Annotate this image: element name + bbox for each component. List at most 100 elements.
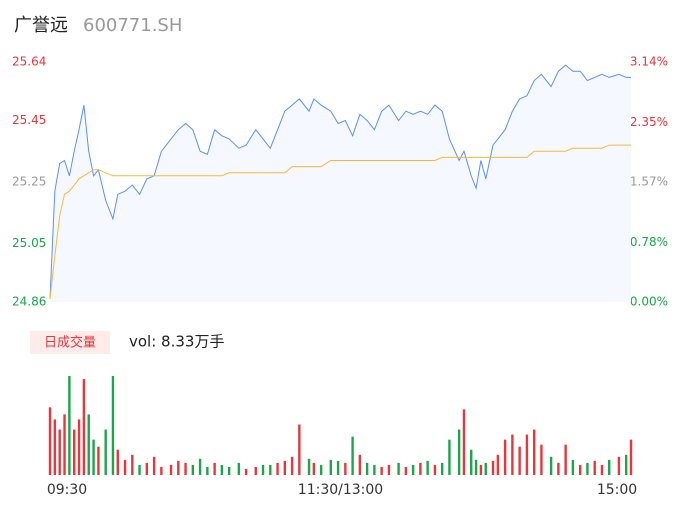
- volume-bar: [380, 466, 383, 475]
- x-tick-label: 11:30/13:00: [298, 482, 383, 498]
- volume-bar: [629, 439, 633, 475]
- volume-bar: [440, 462, 444, 475]
- volume-bar: [474, 459, 478, 475]
- stock-code: 600771.SH: [83, 15, 182, 36]
- volume-tag-bg: [30, 331, 110, 354]
- x-tick-label: 09:30: [47, 482, 87, 498]
- volume-bar: [624, 454, 628, 475]
- volume-bar: [254, 466, 257, 475]
- volume-bar: [237, 462, 241, 475]
- volume-bar: [298, 424, 301, 475]
- volume-bar: [276, 462, 279, 475]
- volume-bar: [419, 462, 422, 475]
- volume-bar: [73, 429, 76, 475]
- volume-bar: [92, 439, 95, 475]
- volume-bar: [608, 459, 611, 475]
- price-line: [49, 64, 631, 299]
- average-line: [49, 144, 631, 299]
- volume-bar: [491, 460, 495, 475]
- volume-bar: [191, 464, 195, 475]
- volume-bar: [104, 429, 107, 475]
- volume-bar: [564, 444, 567, 475]
- volume-bar: [261, 464, 265, 475]
- volume-bar: [336, 460, 340, 475]
- volume-bar: [244, 468, 248, 475]
- x-tick-label: 15:00: [597, 482, 637, 498]
- y-tick-label: 25.45: [12, 113, 46, 127]
- y2-tick-label: 2.35%: [630, 115, 668, 129]
- volume-bar: [397, 462, 400, 475]
- volume-bar: [503, 439, 507, 475]
- volume-bar: [586, 462, 589, 475]
- volume-bar: [63, 414, 66, 475]
- volume-bar: [518, 446, 521, 475]
- volume-bar: [532, 429, 536, 475]
- volume-bar: [227, 466, 231, 475]
- volume-bar: [365, 462, 369, 475]
- y2-tick-label: 3.14%: [630, 55, 668, 69]
- y2-tick-label: 0.78%: [630, 235, 668, 249]
- price-area: [50, 65, 631, 302]
- volume-bar: [600, 464, 604, 475]
- y2-tick-label: 1.57%: [630, 175, 668, 189]
- volume-bar: [53, 419, 57, 475]
- volume-bar: [77, 419, 81, 475]
- volume-bar: [525, 434, 529, 475]
- volume-bar: [479, 464, 483, 475]
- volume-bar: [571, 459, 575, 475]
- volume-bar: [307, 458, 311, 475]
- volume-bar: [123, 459, 127, 475]
- volume-bar: [169, 464, 173, 475]
- volume-bar: [160, 466, 163, 475]
- y-tick-label: 24.86: [12, 295, 46, 309]
- volume-bar: [540, 444, 543, 475]
- volume-info: vol: 8.33万手: [129, 333, 224, 351]
- volume-bar: [351, 436, 354, 475]
- volume-bar: [198, 458, 202, 475]
- volume-bar: [58, 429, 61, 475]
- volume-bar: [116, 449, 119, 475]
- volume-bar: [426, 460, 429, 475]
- volume-bar: [557, 462, 560, 475]
- volume-bar: [111, 376, 115, 475]
- volume-bar: [131, 454, 134, 475]
- volume-bar: [358, 454, 362, 475]
- volume-bar: [496, 454, 500, 475]
- y-tick-label: 25.25: [12, 175, 46, 189]
- volume-bar: [213, 462, 216, 475]
- volume-bar: [97, 446, 100, 475]
- volume-bar: [457, 429, 461, 475]
- volume-bar: [152, 456, 156, 475]
- volume-bar: [470, 449, 473, 475]
- volume-bar: [283, 460, 287, 475]
- volume-bar: [68, 376, 71, 475]
- volume-bar: [387, 464, 391, 475]
- volume-bar: [48, 407, 52, 475]
- y-tick-label: 25.64: [12, 55, 46, 69]
- volume-bar: [184, 462, 187, 475]
- volume-bar: [220, 464, 224, 475]
- volume-bar: [462, 409, 466, 475]
- volume-bar: [593, 460, 596, 475]
- volume-bar: [329, 459, 333, 475]
- volume-bar: [290, 456, 294, 475]
- volume-bar: [404, 466, 408, 475]
- volume-bar: [411, 464, 415, 475]
- volume-bar: [269, 464, 272, 475]
- volume-tag: 日成交量: [44, 335, 96, 351]
- volume-bar: [484, 462, 487, 475]
- volume-bar: [206, 466, 209, 475]
- volume-bar: [433, 464, 437, 475]
- y2-tick-label: 0.00%: [630, 295, 668, 309]
- volume-bar: [177, 460, 180, 475]
- volume-bar: [448, 439, 451, 475]
- volume-bar: [617, 456, 621, 475]
- volume-bar: [373, 464, 376, 475]
- volume-bar: [145, 462, 149, 475]
- volume-bar: [138, 464, 141, 475]
- stock-name: 广誉远: [14, 15, 68, 36]
- y-tick-label: 25.05: [12, 236, 46, 250]
- volume-bar: [319, 464, 323, 475]
- volume-bar: [87, 414, 90, 475]
